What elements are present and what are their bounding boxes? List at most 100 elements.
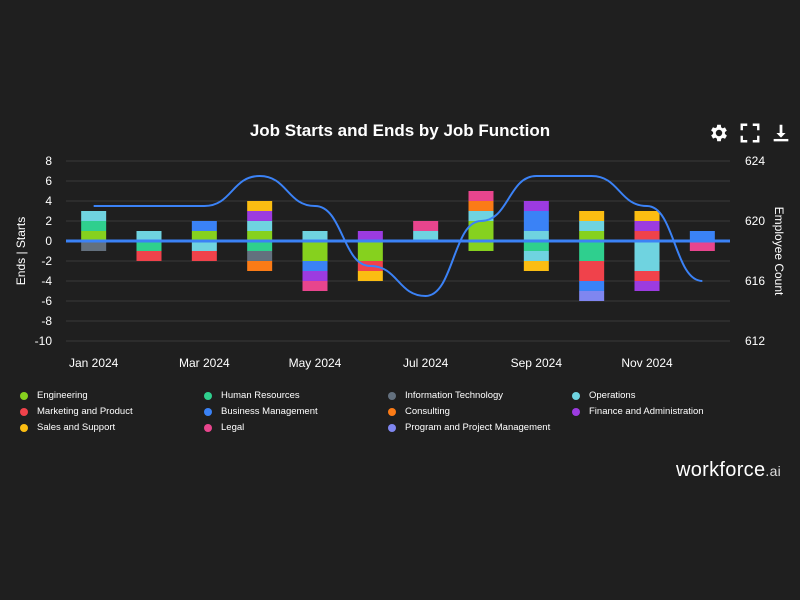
x-tick-label: Mar 2024 xyxy=(179,356,230,370)
bar-segment-end xyxy=(247,251,273,261)
bar-segment-end xyxy=(247,241,273,251)
y-tick-label: -6 xyxy=(41,294,52,308)
legend-item[interactable]: Consulting xyxy=(388,406,572,417)
bar-segment-start xyxy=(136,231,162,241)
y-tick-label: 4 xyxy=(45,194,52,208)
chart-title: Job Starts and Ends by Job Function xyxy=(249,121,551,140)
chart-legend: Engineering Human Resources Information Te… xyxy=(20,390,780,433)
bar-segment-end xyxy=(634,281,660,291)
y-tick-label: -8 xyxy=(41,314,52,328)
bar-segment-end xyxy=(136,251,162,261)
bar-segment-end xyxy=(81,241,107,251)
bar-segment-end xyxy=(579,241,605,261)
bar-segment-end xyxy=(579,261,605,281)
bar-segment-end xyxy=(579,291,605,301)
brand-suffix: .ai xyxy=(765,463,782,479)
bar-segment-end xyxy=(579,281,605,291)
bar-segment-start xyxy=(634,211,660,221)
bar-segment-end xyxy=(357,271,383,281)
legend-item[interactable]: Business Management xyxy=(204,406,388,417)
legend-item[interactable]: Human Resources xyxy=(204,390,388,401)
y-tick-label: -10 xyxy=(35,334,53,348)
bar-segment-end xyxy=(302,241,328,261)
bar-segment-start xyxy=(468,211,494,221)
bar-segment-start xyxy=(81,221,107,231)
brand-name: workforce xyxy=(676,459,766,481)
y2-tick-label: 624 xyxy=(745,154,765,168)
bar-segment-start xyxy=(468,191,494,201)
bar-segment-end xyxy=(191,241,217,251)
bar-segment-end xyxy=(523,261,549,271)
chart-toolbar xyxy=(708,122,792,144)
x-tick-label: Sep 2024 xyxy=(511,356,563,370)
legend-item[interactable]: Engineering xyxy=(20,390,204,401)
brand-logo: workforce.ai xyxy=(676,459,781,482)
legend-item[interactable]: Marketing and Product xyxy=(20,406,204,417)
bar-segment-end xyxy=(689,241,715,251)
legend-label: Legal xyxy=(221,422,245,433)
legend-label: Operations xyxy=(589,390,636,401)
bar-segment-start xyxy=(247,201,273,211)
bar-segment-end xyxy=(136,241,162,251)
bar-segment-end xyxy=(191,251,217,261)
bar-segment-start xyxy=(247,231,273,241)
legend-item[interactable]: Sales and Support xyxy=(20,422,204,433)
legend-dot-icon xyxy=(20,423,28,432)
bar-segment-end xyxy=(634,241,660,271)
y2-tick-label: 612 xyxy=(745,334,765,348)
y-tick-label: 8 xyxy=(45,154,52,168)
bar-segment-end xyxy=(523,251,549,261)
bar-segment-start xyxy=(523,231,549,241)
legend-item[interactable]: Legal xyxy=(204,422,388,433)
download-button[interactable] xyxy=(770,122,792,144)
bar-segment-start xyxy=(191,231,217,241)
x-tick-label: May 2024 xyxy=(289,356,342,370)
bar-segment-end xyxy=(302,281,328,291)
legend-label: Marketing and Product xyxy=(37,406,133,417)
y2-tick-label: 620 xyxy=(745,214,765,228)
legend-dot-icon xyxy=(204,423,212,432)
gear-icon xyxy=(711,124,727,142)
legend-label: Information Technology xyxy=(405,390,504,401)
legend-item[interactable]: Finance and Administration xyxy=(572,406,762,417)
legend-item[interactable]: Program and Project Management xyxy=(388,422,572,433)
bar-segment-start xyxy=(191,221,217,231)
x-tick-label: Jul 2024 xyxy=(403,356,449,370)
bar-segment-start xyxy=(468,201,494,211)
legend-label: Business Management xyxy=(221,406,318,417)
legend-label: Consulting xyxy=(405,406,450,417)
legend-item[interactable]: Operations xyxy=(572,390,762,401)
y2-axis-title: Employee Count xyxy=(772,207,786,296)
legend-label: Engineering xyxy=(37,390,88,401)
bar-segment-end xyxy=(468,241,494,251)
bar-segment-start xyxy=(413,221,439,231)
bar-segment-start xyxy=(634,221,660,231)
y-tick-label: 0 xyxy=(45,234,52,248)
expand-icon xyxy=(740,123,760,143)
legend-dot-icon xyxy=(572,407,580,416)
legend-label: Program and Project Management xyxy=(405,422,551,433)
bar-segment-end xyxy=(302,271,328,281)
legend-dot-icon xyxy=(572,391,580,400)
bar-segment-start xyxy=(689,231,715,241)
bar-segment-start xyxy=(81,231,107,241)
legend-dot-icon xyxy=(388,407,396,416)
bar-segment-start xyxy=(523,201,549,211)
legend-item[interactable]: Information Technology xyxy=(388,390,572,401)
settings-button[interactable] xyxy=(708,122,730,144)
fullscreen-button[interactable] xyxy=(739,122,761,144)
legend-label: Finance and Administration xyxy=(589,406,704,417)
bar-segment-end xyxy=(523,241,549,251)
y-tick-label: -4 xyxy=(41,274,52,288)
bar-segment-start xyxy=(247,211,273,221)
y-tick-label: 6 xyxy=(45,174,52,188)
bar-segment-start xyxy=(302,231,328,241)
bar-segment-start xyxy=(247,221,273,231)
bar-segment-start xyxy=(523,211,549,231)
y2-tick-label: 616 xyxy=(745,274,765,288)
bar-segment-start xyxy=(579,231,605,241)
legend-label: Human Resources xyxy=(221,390,300,401)
y-axis-title: Ends | Starts xyxy=(14,217,28,285)
y-tick-label: 2 xyxy=(45,214,52,228)
